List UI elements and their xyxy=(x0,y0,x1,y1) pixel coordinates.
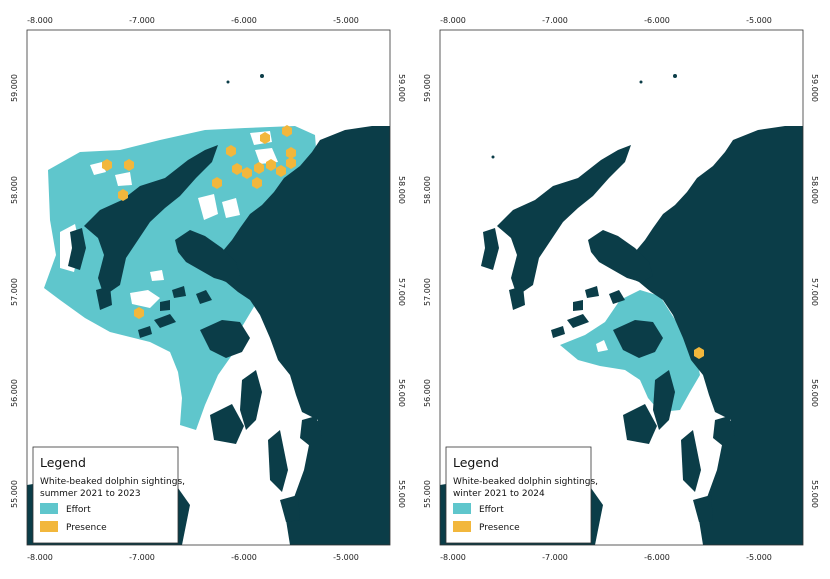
x-tick-bottom: -5.000 xyxy=(333,553,359,562)
y-tick-left: 57.000 xyxy=(10,278,19,306)
legend-item-presence: Presence xyxy=(66,523,107,533)
presence-swatch xyxy=(453,521,471,532)
y-tick-left: 55.000 xyxy=(10,480,19,508)
presence-swatch xyxy=(40,521,58,532)
y-tick-right: 57.000 xyxy=(810,278,819,306)
x-tick-bottom: -7.000 xyxy=(542,553,568,562)
presence-hexes xyxy=(694,347,704,359)
y-tick-left: 56.000 xyxy=(423,379,432,407)
y-tick-right: 55.000 xyxy=(397,480,406,508)
legend-title: Legend xyxy=(453,455,499,470)
legend-item-effort: Effort xyxy=(479,505,504,515)
legend-item-effort: Effort xyxy=(66,505,91,515)
y-tick-right: 55.000 xyxy=(810,480,819,508)
x-tick-bottom: -6.000 xyxy=(231,553,257,562)
x-tick-bottom: -6.000 xyxy=(644,553,670,562)
y-tick-left: 58.000 xyxy=(423,176,432,204)
effort-swatch xyxy=(40,503,58,514)
summer-legend: Legend White-beaked dolphin sightings, s… xyxy=(32,446,185,544)
x-tick-bottom: -8.000 xyxy=(440,553,466,562)
y-tick-right: 58.000 xyxy=(397,176,406,204)
x-tick-top: -7.000 xyxy=(129,16,155,25)
y-tick-right: 57.000 xyxy=(397,278,406,306)
legend-subtitle-line1: White-beaked dolphin sightings, xyxy=(40,477,185,487)
legend-title: Legend xyxy=(40,455,86,470)
x-tick-top: -7.000 xyxy=(542,16,568,25)
map-frame xyxy=(439,29,804,546)
x-tick-top: -5.000 xyxy=(333,16,359,25)
presence-hexes xyxy=(102,125,296,319)
winter-map-panel: Legend White-beaked dolphin sightings, w… xyxy=(439,29,804,546)
y-tick-right: 56.000 xyxy=(810,379,819,407)
map-frame xyxy=(26,29,391,546)
legend-subtitle-line1: White-beaked dolphin sightings, xyxy=(453,477,598,487)
effort-swatch xyxy=(453,503,471,514)
x-tick-top: -8.000 xyxy=(440,16,466,25)
y-tick-right: 56.000 xyxy=(397,379,406,407)
summer-axis-ticks: -8.000 -7.000 -6.000 -5.000 -8.000 -7.00… xyxy=(10,16,406,562)
legend-item-presence: Presence xyxy=(479,523,520,533)
x-tick-top: -6.000 xyxy=(644,16,670,25)
x-tick-bottom: -7.000 xyxy=(129,553,155,562)
x-tick-top: -6.000 xyxy=(231,16,257,25)
y-tick-right: 59.000 xyxy=(397,74,406,102)
summer-map-panel: Legend White-beaked dolphin sightings, s… xyxy=(26,29,391,546)
y-tick-left: 58.000 xyxy=(10,176,19,204)
x-tick-bottom: -8.000 xyxy=(27,553,53,562)
legend-subtitle-line2: winter 2021 to 2024 xyxy=(453,489,545,499)
y-tick-left: 55.000 xyxy=(423,480,432,508)
effort-coverage-area xyxy=(44,126,318,430)
y-tick-left: 56.000 xyxy=(10,379,19,407)
legend-subtitle-line2: summer 2021 to 2023 xyxy=(40,489,141,499)
x-tick-top: -5.000 xyxy=(746,16,772,25)
y-tick-left: 59.000 xyxy=(423,74,432,102)
y-tick-right: 58.000 xyxy=(810,176,819,204)
y-tick-left: 57.000 xyxy=(423,278,432,306)
winter-legend: Legend White-beaked dolphin sightings, w… xyxy=(445,446,598,544)
effort-gaps xyxy=(596,340,608,352)
x-tick-top: -8.000 xyxy=(27,16,53,25)
y-tick-left: 59.000 xyxy=(10,74,19,102)
x-tick-bottom: -5.000 xyxy=(746,553,772,562)
winter-axis-ticks: -8.000 -7.000 -6.000 -5.000 -8.000 -7.00… xyxy=(423,16,819,562)
y-tick-right: 59.000 xyxy=(810,74,819,102)
